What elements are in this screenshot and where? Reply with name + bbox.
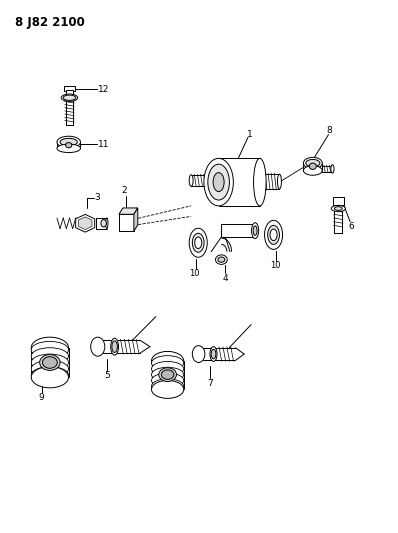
Ellipse shape (31, 354, 68, 371)
Ellipse shape (31, 348, 68, 365)
Ellipse shape (31, 337, 68, 358)
Polygon shape (76, 214, 95, 232)
Ellipse shape (189, 228, 207, 257)
Ellipse shape (152, 356, 184, 370)
Circle shape (101, 220, 106, 227)
Ellipse shape (265, 220, 283, 249)
Ellipse shape (152, 381, 184, 398)
Ellipse shape (40, 354, 60, 370)
Ellipse shape (31, 360, 68, 377)
Ellipse shape (268, 225, 279, 244)
Ellipse shape (111, 338, 119, 355)
Ellipse shape (215, 255, 227, 264)
Ellipse shape (195, 237, 202, 248)
Ellipse shape (159, 368, 176, 382)
Ellipse shape (63, 95, 76, 100)
Polygon shape (119, 208, 138, 214)
Ellipse shape (253, 226, 257, 236)
Ellipse shape (152, 361, 184, 376)
Ellipse shape (270, 229, 277, 241)
Ellipse shape (31, 367, 68, 384)
Ellipse shape (31, 367, 68, 388)
Text: 6: 6 (348, 222, 354, 231)
Ellipse shape (112, 341, 117, 352)
Ellipse shape (252, 223, 259, 239)
Ellipse shape (152, 367, 184, 382)
Text: 4: 4 (222, 273, 228, 282)
Text: 2: 2 (121, 186, 127, 195)
Ellipse shape (105, 218, 108, 229)
Polygon shape (78, 217, 92, 230)
Ellipse shape (306, 159, 320, 167)
Ellipse shape (213, 173, 224, 191)
FancyBboxPatch shape (64, 86, 74, 91)
Text: 8 J82 2100: 8 J82 2100 (15, 16, 84, 29)
Text: 10: 10 (189, 269, 199, 278)
Ellipse shape (303, 166, 322, 175)
Ellipse shape (60, 139, 77, 146)
Text: 7: 7 (207, 379, 213, 388)
Ellipse shape (334, 207, 342, 211)
Ellipse shape (152, 351, 184, 370)
Ellipse shape (43, 357, 57, 368)
Ellipse shape (208, 164, 229, 200)
Polygon shape (134, 208, 138, 231)
Ellipse shape (61, 94, 78, 101)
Text: 12: 12 (98, 85, 109, 94)
Ellipse shape (66, 142, 72, 148)
Ellipse shape (152, 379, 184, 393)
Ellipse shape (57, 144, 80, 152)
Ellipse shape (211, 349, 216, 359)
Text: 9: 9 (38, 393, 44, 402)
Ellipse shape (192, 233, 204, 252)
Ellipse shape (331, 165, 334, 173)
Ellipse shape (210, 346, 217, 361)
Ellipse shape (204, 158, 233, 206)
Text: 10: 10 (269, 261, 280, 270)
FancyBboxPatch shape (66, 90, 73, 94)
Ellipse shape (161, 370, 174, 379)
Ellipse shape (254, 158, 266, 206)
Circle shape (91, 337, 105, 356)
Ellipse shape (309, 163, 316, 169)
Ellipse shape (152, 373, 184, 388)
Ellipse shape (218, 257, 225, 262)
Text: 5: 5 (104, 370, 110, 379)
Ellipse shape (31, 342, 68, 358)
Text: 8: 8 (326, 126, 332, 135)
Ellipse shape (303, 157, 322, 169)
Polygon shape (221, 224, 255, 237)
Ellipse shape (331, 205, 345, 212)
FancyBboxPatch shape (119, 214, 134, 231)
FancyBboxPatch shape (333, 197, 344, 205)
Circle shape (192, 345, 205, 362)
Text: 1: 1 (247, 130, 253, 139)
Text: 3: 3 (95, 193, 100, 203)
Ellipse shape (57, 136, 80, 148)
Text: 11: 11 (98, 140, 109, 149)
Ellipse shape (277, 174, 281, 189)
Ellipse shape (189, 175, 193, 187)
